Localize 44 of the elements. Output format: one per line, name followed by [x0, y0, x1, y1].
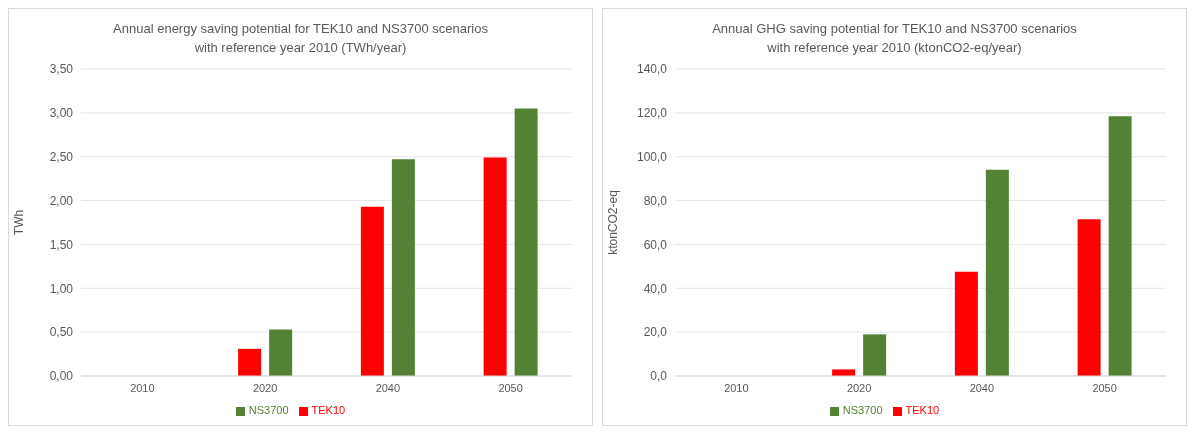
bar — [1108, 116, 1132, 376]
bar — [863, 334, 887, 376]
bar — [269, 329, 293, 376]
y-tick-label: 0,50 — [49, 325, 74, 340]
x-tick-label: 2040 — [375, 381, 401, 394]
y-tick-label: 20,0 — [643, 325, 668, 340]
bar — [985, 169, 1009, 376]
x-tick-label: 2020 — [252, 381, 278, 394]
legend-label: TEK10 — [311, 404, 346, 416]
y-tick-label: 0,0 — [650, 369, 668, 384]
y-axis-title: TWh — [12, 209, 27, 236]
legend-label: NS3700 — [842, 404, 883, 416]
y-tick-label: 2,50 — [49, 149, 74, 164]
x-tick-label: 2010 — [724, 381, 749, 394]
y-tick-label: 100,0 — [636, 149, 668, 164]
y-tick-label: 60,0 — [643, 237, 668, 252]
chart-title: Annual GHG saving potential for TEK10 and NS3700 scenarios with reference year 2010 (ktonCO2-eq/year) — [711, 20, 1078, 57]
legend-label: NS3700 — [248, 404, 289, 416]
y-tick-label: 1,00 — [49, 281, 74, 296]
y-tick-label: 3,00 — [49, 106, 74, 121]
x-tick-label: 2020 — [846, 381, 872, 394]
x-tick-label: 2050 — [1092, 381, 1117, 394]
bar — [483, 157, 507, 376]
bar — [832, 369, 856, 376]
x-tick-label: 2040 — [969, 381, 995, 394]
x-tick-label: 2050 — [498, 381, 523, 394]
y-tick-label: 40,0 — [643, 281, 668, 296]
y-tick-label: 2,00 — [49, 193, 74, 208]
y-tick-label: 140,0 — [636, 62, 668, 77]
bar — [238, 348, 262, 376]
legend-label: TEK10 — [905, 404, 940, 416]
x-tick-label: 2010 — [130, 381, 155, 394]
bar — [954, 271, 978, 376]
y-tick-label: 120,0 — [636, 106, 668, 121]
y-tick-label: 80,0 — [643, 193, 668, 208]
y-tick-label: 3,50 — [49, 62, 74, 77]
y-tick-label: 1,50 — [49, 237, 74, 252]
bar — [360, 206, 384, 376]
y-tick-label: 0,00 — [49, 369, 74, 384]
chart-title: Annual energy saving potential for TEK10 and NS3700 scenarios with reference year 2010 (TWh/year) — [112, 20, 489, 57]
y-axis-title: ktonCO2-eq — [606, 190, 621, 255]
bar — [391, 159, 415, 376]
bar — [514, 108, 538, 376]
bar — [1077, 219, 1101, 376]
